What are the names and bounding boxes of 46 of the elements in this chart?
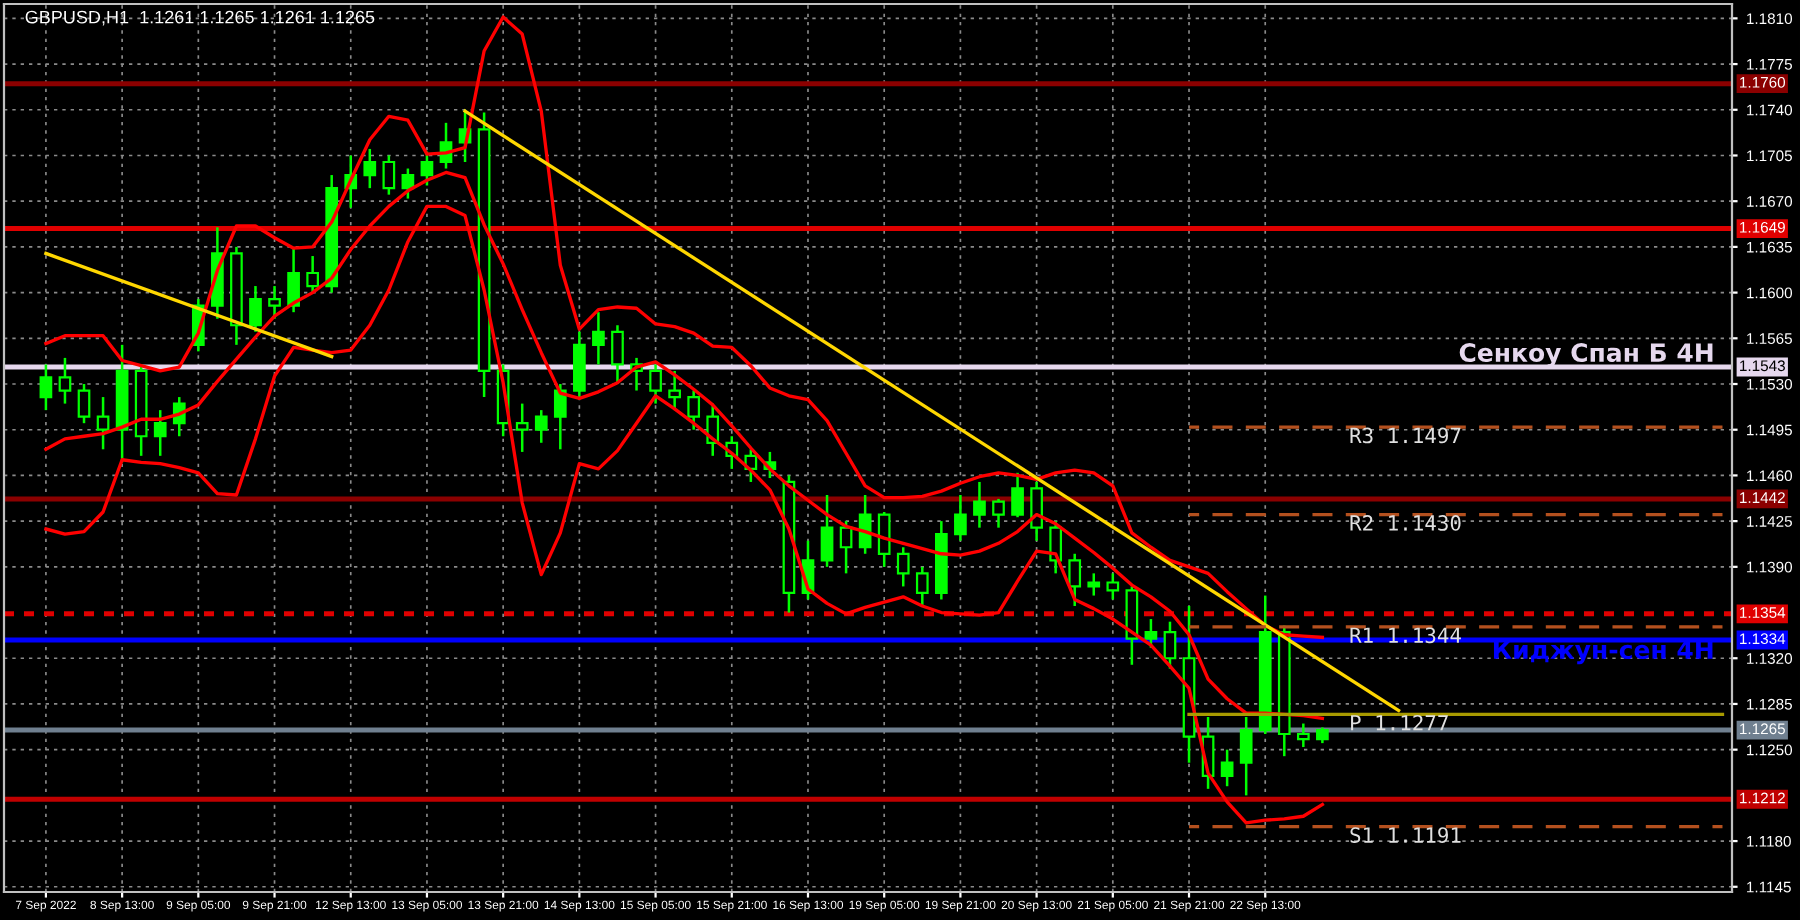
candlestick [915,565,929,608]
candlestick [39,363,53,412]
candlestick [820,493,834,569]
candlestick [77,382,91,425]
candlestick [363,147,377,190]
candlestick [306,254,319,294]
chart-title: GBPUSD,H1 1.1261 1.1265 1.1261 1.1265 [25,10,375,26]
series-label: R3 1.1497 [1350,427,1461,444]
candlestick [268,284,281,320]
candlestick [649,363,662,405]
candlestick [592,310,605,366]
candlestick [382,154,396,196]
candlestick [973,480,986,529]
candlestick [1030,480,1043,542]
candlestick [515,402,529,454]
candlestick [1106,572,1120,601]
candlestick [1239,715,1253,797]
candlestick [896,546,910,588]
candlestick [553,382,567,451]
candlestick [1163,620,1177,670]
candlestick [687,389,701,431]
candlestick [420,150,434,187]
candlestick [573,330,586,399]
candlestick [96,395,110,451]
candlestick [287,245,300,314]
candlestick [611,324,624,386]
annotation: Сенкоу Спан Б 4H [1459,343,1713,368]
series-label: R2 1.1430 [1350,515,1461,531]
candlestick [534,408,548,445]
candlestick [877,510,891,569]
candlestick [1296,722,1310,749]
candlestick [1068,552,1082,608]
candlestick [1087,572,1101,597]
candlestick [249,284,262,334]
line-series [44,204,1325,825]
candlestick [1011,471,1024,519]
candlestick [954,493,967,542]
series-label: P 1.1277 [1351,714,1448,731]
candlestick [58,356,72,405]
line-series [44,170,1325,720]
candlestick [153,408,167,458]
candlestick [668,369,681,412]
candlestick [992,497,1005,529]
candlestick [1220,748,1234,788]
candlestick [1144,617,1158,650]
series-label: S1 1.1191 [1350,827,1461,843]
